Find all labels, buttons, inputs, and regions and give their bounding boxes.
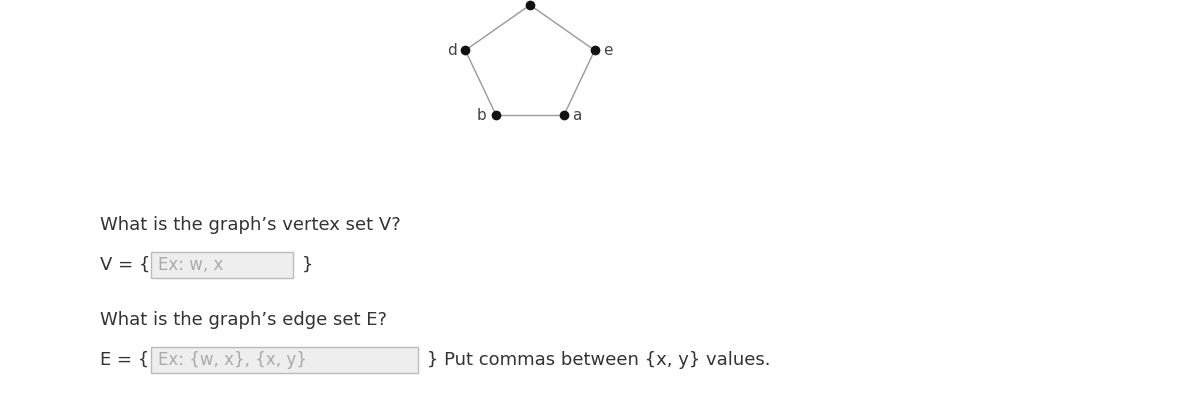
Text: b: b bbox=[476, 107, 486, 123]
Text: a: a bbox=[572, 107, 581, 123]
Text: What is the graph’s edge set E?: What is the graph’s edge set E? bbox=[100, 311, 386, 329]
Text: What is the graph’s vertex set V?: What is the graph’s vertex set V? bbox=[100, 216, 401, 234]
FancyBboxPatch shape bbox=[151, 347, 418, 373]
Text: e: e bbox=[602, 43, 612, 58]
Text: c: c bbox=[538, 0, 546, 3]
FancyBboxPatch shape bbox=[151, 252, 293, 278]
Text: V = {: V = { bbox=[100, 256, 150, 274]
Text: Ex: {w, x}, {x, y}: Ex: {w, x}, {x, y} bbox=[158, 351, 307, 369]
Text: E = {: E = { bbox=[100, 351, 149, 369]
Text: d: d bbox=[448, 43, 457, 58]
Text: }: } bbox=[302, 256, 313, 274]
Text: Ex: w, x: Ex: w, x bbox=[158, 256, 223, 274]
Text: } Put commas between {x, y} values.: } Put commas between {x, y} values. bbox=[427, 351, 770, 369]
